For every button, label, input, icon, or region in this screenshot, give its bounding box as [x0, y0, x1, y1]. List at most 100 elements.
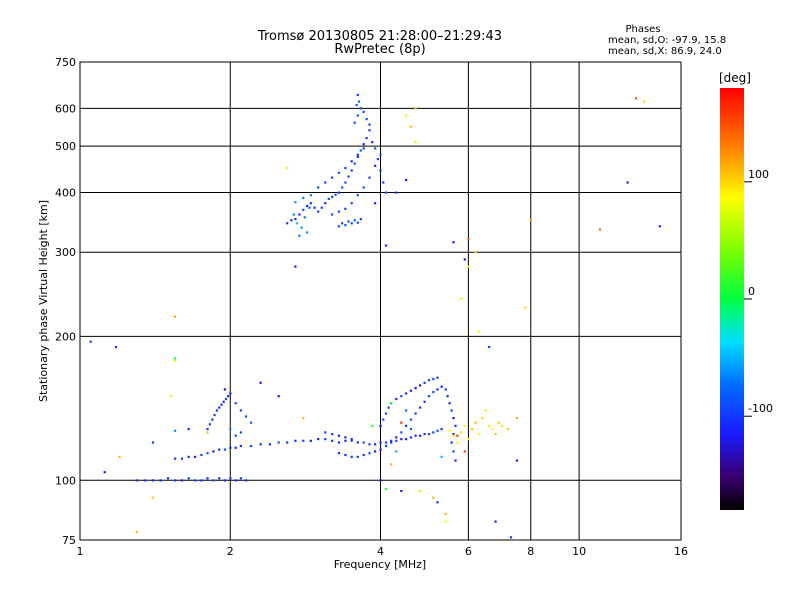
data-point: [239, 409, 242, 412]
data-point: [337, 434, 340, 437]
data-point: [384, 441, 388, 444]
data-point: [344, 439, 347, 442]
data-point: [478, 330, 481, 333]
data-point: [379, 169, 382, 172]
data-point: [374, 164, 377, 167]
data-point: [405, 409, 408, 412]
stats-line-x: mean, sd,X: 86.9, 24.0: [608, 46, 722, 57]
x-tick-label: 1: [77, 545, 84, 558]
data-point: [213, 413, 216, 417]
x-tick-label: 8: [527, 545, 534, 558]
data-point: [400, 438, 403, 441]
data-point: [460, 297, 463, 300]
data-point: [500, 424, 503, 427]
data-point: [368, 452, 371, 455]
data-point: [384, 191, 388, 194]
data-point: [371, 424, 374, 427]
data-point: [206, 431, 209, 434]
data-point: [309, 202, 312, 205]
data-point: [309, 194, 312, 197]
data-point: [223, 479, 226, 482]
data-point: [436, 429, 439, 432]
data-point: [374, 147, 377, 150]
data-point: [347, 220, 350, 223]
data-point: [471, 428, 474, 431]
data-point: [432, 391, 435, 394]
data-point: [174, 359, 177, 362]
colorbar-label: [deg]: [719, 71, 751, 85]
data-point: [509, 536, 513, 539]
data-point: [395, 397, 398, 401]
data-point: [359, 149, 362, 152]
data-point: [344, 436, 347, 439]
data-point: [259, 443, 262, 446]
data-point: [350, 455, 353, 458]
data-point: [135, 479, 139, 482]
data-point: [356, 441, 359, 444]
data-point: [419, 406, 422, 409]
data-point: [223, 448, 226, 451]
data-point: [212, 450, 215, 453]
data-point: [400, 421, 403, 424]
data-point: [341, 186, 344, 189]
data-point: [463, 450, 466, 453]
data-point: [344, 167, 347, 170]
data-point: [229, 446, 232, 449]
stats-line-o: mean, sd,O: -97.9, 15.8: [608, 35, 726, 46]
data-point: [206, 428, 209, 431]
data-point: [432, 377, 435, 381]
data-point: [151, 479, 155, 482]
data-point: [356, 93, 359, 97]
data-point: [239, 477, 242, 480]
data-point: [362, 441, 365, 444]
data-point: [313, 206, 316, 209]
data-point: [174, 357, 177, 360]
data-point: [390, 463, 393, 466]
data-point: [286, 441, 289, 444]
data-point: [359, 107, 362, 110]
data-point: [174, 479, 177, 482]
data-point: [450, 441, 453, 444]
data-point: [432, 496, 435, 499]
data-point: [200, 453, 203, 457]
data-point: [359, 218, 362, 221]
x-tick-label: 2: [227, 545, 234, 558]
data-point: [379, 153, 382, 156]
data-point: [524, 306, 527, 309]
data-point: [409, 125, 412, 128]
data-point: [187, 455, 190, 458]
data-point: [159, 479, 162, 482]
data-point: [494, 433, 497, 436]
data-point: [239, 444, 242, 448]
data-point: [460, 431, 463, 434]
data-point: [294, 439, 297, 442]
data-point: [368, 443, 371, 446]
data-point: [353, 162, 356, 165]
data-point: [244, 479, 248, 482]
grid-lines: [80, 62, 681, 540]
data-point: [400, 431, 403, 434]
data-point: [395, 436, 398, 439]
data-point: [341, 222, 344, 225]
data-point: [405, 438, 408, 441]
data-point: [414, 141, 417, 144]
data-point: [337, 191, 340, 194]
data-point: [103, 471, 106, 474]
data-point: [244, 415, 248, 418]
data-point: [444, 513, 447, 516]
data-point: [423, 381, 426, 384]
data-point: [220, 403, 223, 406]
data-point: [494, 520, 497, 523]
data-point: [427, 433, 431, 436]
data-point: [234, 434, 237, 437]
data-point: [317, 210, 320, 213]
data-point: [452, 433, 455, 436]
data-point: [200, 479, 203, 482]
data-point: [529, 219, 532, 222]
y-tick-label: 400: [55, 186, 76, 199]
data-point: [331, 439, 334, 442]
data-point: [467, 265, 470, 268]
data-point: [376, 158, 379, 161]
data-point: [302, 208, 305, 211]
data-point: [298, 234, 301, 237]
